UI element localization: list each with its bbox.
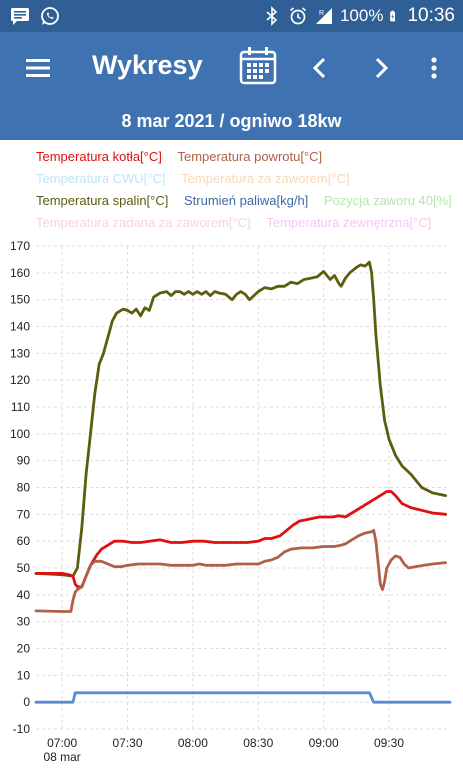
y-tick-label: 30 [17,615,31,629]
y-tick-label: 50 [17,561,31,575]
series-line-strumien-paliwa [34,691,452,704]
chart-legend: Temperatura kotła[°C] Temperatura powrot… [0,144,463,236]
legend-item[interactable]: Temperatura zadana za zaworem[°C] [36,215,251,230]
chevron-right-icon [375,57,389,79]
chevron-left-icon [312,57,326,79]
x-tick-label: 08:00 [178,736,208,750]
legend-item[interactable]: Temperatura za zaworem[°C] [181,171,350,186]
legend-item[interactable]: Temperatura zewnętrzna[°C] [266,215,432,230]
legend-row: Temperatura kotła[°C] Temperatura powrot… [36,149,334,164]
y-tick-label: 10 [17,668,31,682]
y-tick-label: 70 [17,507,31,521]
legend-row: Temperatura zadana za zaworem[°C] Temper… [36,215,443,230]
alarm-icon [289,7,307,25]
calendar-icon [239,47,277,85]
y-tick-label: -10 [13,722,31,736]
y-tick-label: 80 [17,481,31,495]
date-device-label: 8 mar 2021 / ogniwo 18kw [0,104,463,140]
legend-item[interactable]: Temperatura CWU[°C] [36,171,166,186]
overflow-menu-button[interactable] [416,50,452,86]
temperature-chart[interactable]: -10 0 10 20 30 40 50 60 70 80 90 100 110 120 130 140 150… [0,236,463,768]
legend-row: Temperatura CWU[°C] Temperatura za zawor… [36,171,362,186]
legend-item[interactable]: Temperatura powrotu[°C] [177,149,323,164]
menu-button[interactable] [20,50,56,86]
message-icon [11,8,29,25]
series-line-temperatura-spalin [34,260,447,578]
x-tick-label: 09:00 [309,736,339,750]
legend-row: Temperatura spalin[°C] Strumień paliwa[k… [36,193,463,208]
series-line-temperatura-kot-a [34,490,447,589]
x-tick-label: 07:00 [47,736,77,750]
legend-item[interactable]: Temperatura kotła[°C] [36,149,162,164]
y-tick-label: 110 [11,400,30,414]
app-bar: Wykresy [0,32,463,104]
more-vert-icon [431,57,437,79]
battery-icon [390,10,396,22]
x-tick-label: 09:30 [374,736,404,750]
calendar-button[interactable] [238,46,278,86]
whatsapp-icon [41,7,59,25]
battery-percent: 100% [339,6,384,25]
clock: 10:36 [407,5,455,26]
signal-icon: R [315,8,332,24]
next-day-button[interactable] [363,50,399,86]
svg-text:R: R [319,10,324,17]
y-tick-label: 40 [17,588,31,602]
x-tick-label: 08:30 [243,736,273,750]
x-tick-sublabel: 08 mar [43,750,80,764]
menu-icon [26,59,50,77]
y-tick-label: 130 [10,346,30,360]
y-tick-label: 140 [10,320,30,334]
legend-item[interactable]: Strumień paliwa[kg/h] [184,193,309,208]
y-tick-label: 90 [17,454,31,468]
legend-item[interactable]: Temperatura spalin[°C] [36,193,169,208]
page-title: Wykresy [92,50,203,80]
y-tick-label: 160 [10,266,30,280]
status-bar: R 100% 10:36 [0,0,463,32]
y-tick-label: 120 [10,373,30,387]
series-line-temperatura-powrotu [34,529,447,613]
y-tick-label: 170 [10,239,30,253]
y-tick-label: 20 [17,642,31,656]
y-tick-label: 150 [10,293,30,307]
x-tick-label: 07:30 [113,736,143,750]
y-tick-label: 0 [23,695,30,709]
y-tick-label: 100 [10,427,30,441]
bluetooth-icon [266,6,278,26]
previous-day-button[interactable] [302,50,338,86]
y-tick-label: 60 [17,534,31,548]
legend-item[interactable]: Pozycja zaworu 40[%] [323,193,452,208]
